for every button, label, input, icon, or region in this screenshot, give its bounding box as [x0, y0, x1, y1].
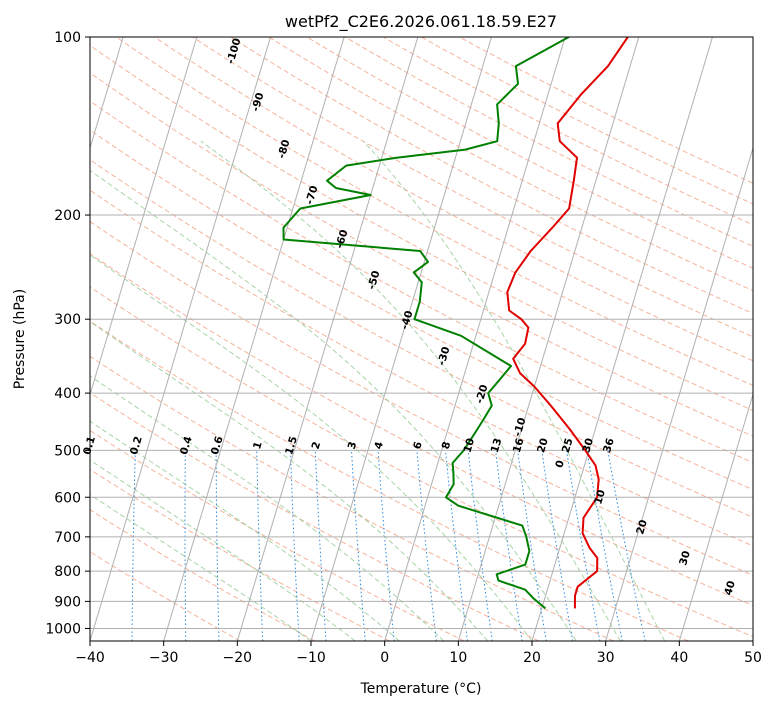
x-tick-label: 40 [670, 650, 688, 666]
x-tick-label: 10 [449, 650, 467, 666]
y-tick-label: 500 [54, 443, 81, 459]
y-tick-label: 100 [54, 30, 81, 46]
chart-title: wetPf2_C2E6.2026.061.18.59.E27 [285, 12, 557, 32]
y-tick-label: 800 [54, 564, 81, 580]
x-axis-label: Temperature (°C) [360, 681, 482, 697]
x-tick-label: 20 [523, 650, 541, 666]
y-tick-label: 700 [54, 530, 81, 546]
y-tick-label: 300 [54, 312, 81, 328]
x-tick-label: 30 [597, 650, 615, 666]
x-tick-label: 50 [744, 650, 762, 666]
y-axis-label: Pressure (hPa) [12, 289, 28, 389]
x-tick-label: −30 [149, 650, 179, 666]
y-tick-label: 1000 [45, 621, 81, 637]
y-tick-label: 900 [54, 594, 81, 610]
x-tick-label: −10 [296, 650, 326, 666]
x-tick-label: 0 [380, 650, 389, 666]
y-tick-label: 200 [54, 208, 81, 224]
y-tick-label: 400 [54, 386, 81, 402]
y-tick-label: 600 [54, 490, 81, 506]
x-tick-label: −20 [223, 650, 253, 666]
x-tick-label: −40 [75, 650, 105, 666]
